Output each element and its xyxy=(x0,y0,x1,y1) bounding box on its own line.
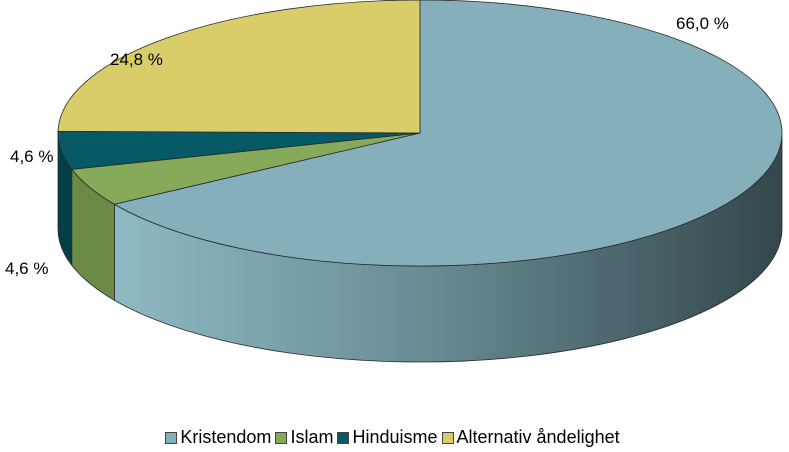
legend-label-alternativ: Alternativ åndelighet xyxy=(456,427,620,447)
pie-slice-alternativ xyxy=(57,0,421,134)
legend-swatch-hinduisme xyxy=(337,431,350,444)
legend-item-hinduisme: Hinduisme xyxy=(337,427,438,448)
legend-item-alternativ: Alternativ åndelighet xyxy=(441,427,620,448)
legend-swatch-islam xyxy=(275,431,288,444)
data-label-alternativ: 24,8 % xyxy=(110,50,163,69)
data-label-kristendom: 66,0 % xyxy=(676,14,729,33)
legend-label-islam: Islam xyxy=(290,427,334,447)
pie-slice-kristendom xyxy=(113,0,783,267)
legend-swatch-alternativ xyxy=(441,431,454,444)
legend-swatch-kristendom xyxy=(165,431,178,444)
legend-item-islam: Islam xyxy=(275,427,333,448)
data-label-hinduisme: 4,6 % xyxy=(10,147,54,166)
legend-label-kristendom: Kristendom xyxy=(180,427,272,447)
legend-label-hinduisme: Hinduisme xyxy=(352,427,438,447)
legend-item-kristendom: Kristendom xyxy=(165,427,271,448)
chart-legend: Kristendom Islam Hinduisme Alternativ ån… xyxy=(0,427,789,448)
data-label-islam: 4,6 % xyxy=(5,259,49,278)
